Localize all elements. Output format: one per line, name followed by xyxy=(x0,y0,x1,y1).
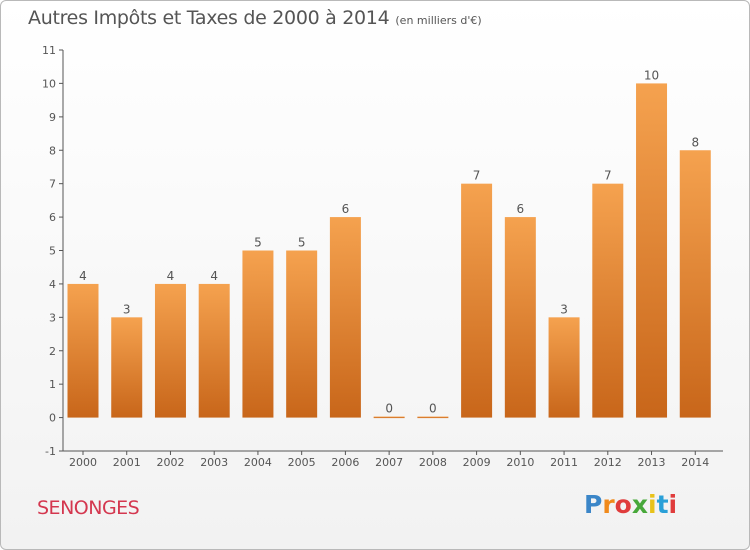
x-tick-label-2008: 2008 xyxy=(419,456,447,469)
x-tick-label-2014: 2014 xyxy=(681,456,709,469)
bar-2006 xyxy=(329,217,361,418)
y-tick-label: 0 xyxy=(49,412,56,425)
data-label-2012: 7 xyxy=(604,169,612,183)
y-tick-label: 3 xyxy=(49,311,56,324)
chart-subtitle: (en milliers d'€) xyxy=(395,14,482,27)
data-label-2006: 6 xyxy=(342,202,350,216)
data-label-2005: 5 xyxy=(298,236,306,250)
data-label-2000: 4 xyxy=(79,269,87,283)
y-tick-label: 1 xyxy=(49,378,56,391)
bar-2004 xyxy=(242,250,274,418)
bar-2013 xyxy=(636,83,668,418)
logo-letter: i xyxy=(668,490,678,519)
x-tick-label-2009: 2009 xyxy=(463,456,491,469)
x-tick-label-2005: 2005 xyxy=(288,456,316,469)
data-label-2010: 6 xyxy=(517,202,525,216)
data-label-2013: 10 xyxy=(644,68,659,82)
bar-2000 xyxy=(67,283,99,418)
bar-2007 xyxy=(373,416,405,419)
y-tick-label: 10 xyxy=(42,77,56,90)
x-tick-label-2012: 2012 xyxy=(594,456,622,469)
chart-title: Autres Impôts et Taxes de 2000 à 2014 xyxy=(28,7,390,29)
x-tick-label-2013: 2013 xyxy=(638,456,666,469)
proxiti-logo: Proxiti xyxy=(584,490,677,519)
data-label-2001: 3 xyxy=(123,302,131,316)
bar-2005 xyxy=(286,250,318,418)
y-tick-label: 7 xyxy=(49,178,56,191)
bar-2009 xyxy=(461,183,493,418)
title-row: Autres Impôts et Taxes de 2000 à 2014 (en… xyxy=(28,7,482,29)
x-tick-label-2010: 2010 xyxy=(506,456,534,469)
logo-letter: x xyxy=(631,490,648,519)
bar-2010 xyxy=(504,217,536,418)
x-tick-label-2003: 2003 xyxy=(200,456,228,469)
x-tick-label-2001: 2001 xyxy=(113,456,141,469)
x-tick-label-2000: 2000 xyxy=(69,456,97,469)
y-tick-label: 5 xyxy=(49,245,56,258)
bar-2014 xyxy=(679,150,711,418)
data-label-2007: 0 xyxy=(385,402,393,416)
x-tick-label-2006: 2006 xyxy=(331,456,359,469)
x-tick-label-2007: 2007 xyxy=(375,456,403,469)
y-tick-label: 2 xyxy=(49,345,56,358)
data-label-2014: 8 xyxy=(691,135,699,149)
logo-letter: r xyxy=(602,490,615,519)
y-tick-label: 8 xyxy=(49,144,56,157)
commune-name: SENONGES xyxy=(37,497,140,519)
bar-2003 xyxy=(198,283,230,418)
logo-letter: P xyxy=(584,490,603,519)
y-tick-label: -1 xyxy=(45,445,56,458)
data-label-2003: 4 xyxy=(210,269,218,283)
bar-2008 xyxy=(417,416,449,419)
data-label-2002: 4 xyxy=(167,269,175,283)
data-label-2011: 3 xyxy=(560,302,568,316)
x-tick-label-2011: 2011 xyxy=(550,456,578,469)
bar-2011 xyxy=(548,317,580,418)
data-label-2008: 0 xyxy=(429,402,437,416)
bar-2002 xyxy=(154,283,186,418)
data-label-2004: 5 xyxy=(254,236,262,250)
y-tick-label: 4 xyxy=(49,278,56,291)
y-tick-label: 9 xyxy=(49,111,56,124)
x-tick-label-2002: 2002 xyxy=(156,456,184,469)
bar-2001 xyxy=(111,317,143,418)
y-tick-label: 11 xyxy=(42,44,56,57)
logo-letter: o xyxy=(614,490,632,519)
logo-letter: t xyxy=(656,490,669,519)
bar-2012 xyxy=(592,183,624,418)
y-tick-label: 6 xyxy=(49,211,56,224)
x-tick-label-2004: 2004 xyxy=(244,456,272,469)
data-label-2009: 7 xyxy=(473,169,481,183)
logo-letter: i xyxy=(648,490,657,519)
